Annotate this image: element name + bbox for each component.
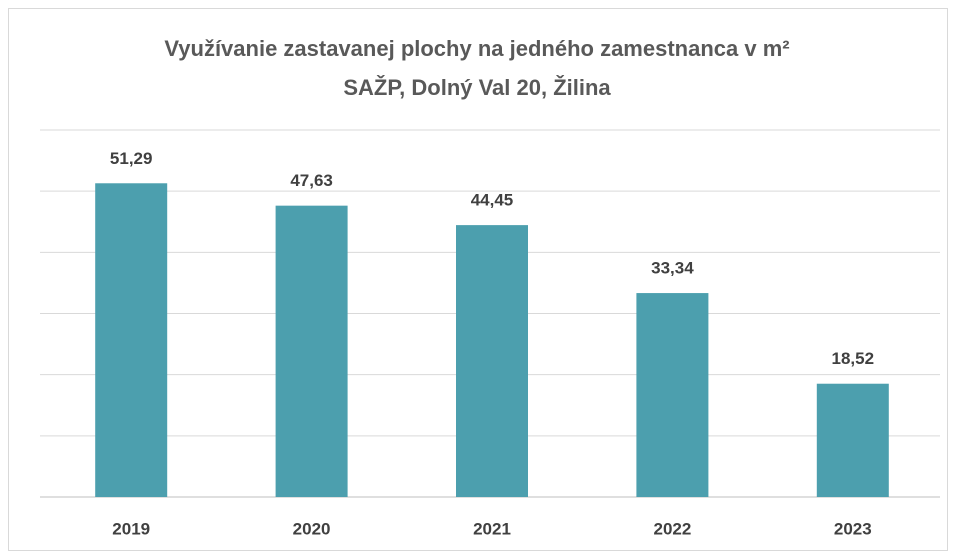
x-tick-label: 2022 <box>653 519 691 538</box>
bar <box>456 225 528 497</box>
data-label: 47,63 <box>290 171 333 190</box>
chart-title: SAŽP, Dolný Val 20, Žilina <box>343 75 611 100</box>
chart-title: Využívanie zastavanej plochy na jedného … <box>164 36 789 61</box>
bar <box>95 183 168 497</box>
data-label: 44,45 <box>471 191 514 210</box>
x-tick-label: 2020 <box>293 519 331 538</box>
x-tick-label: 2019 <box>112 519 150 538</box>
bar <box>636 293 709 497</box>
x-tick-label: 2021 <box>473 519 511 538</box>
bar <box>816 383 889 497</box>
data-label: 18,52 <box>832 349 875 368</box>
data-label: 51,29 <box>110 149 153 168</box>
bar <box>275 205 348 498</box>
x-tick-label: 2023 <box>834 519 872 538</box>
data-label: 33,34 <box>651 259 694 278</box>
